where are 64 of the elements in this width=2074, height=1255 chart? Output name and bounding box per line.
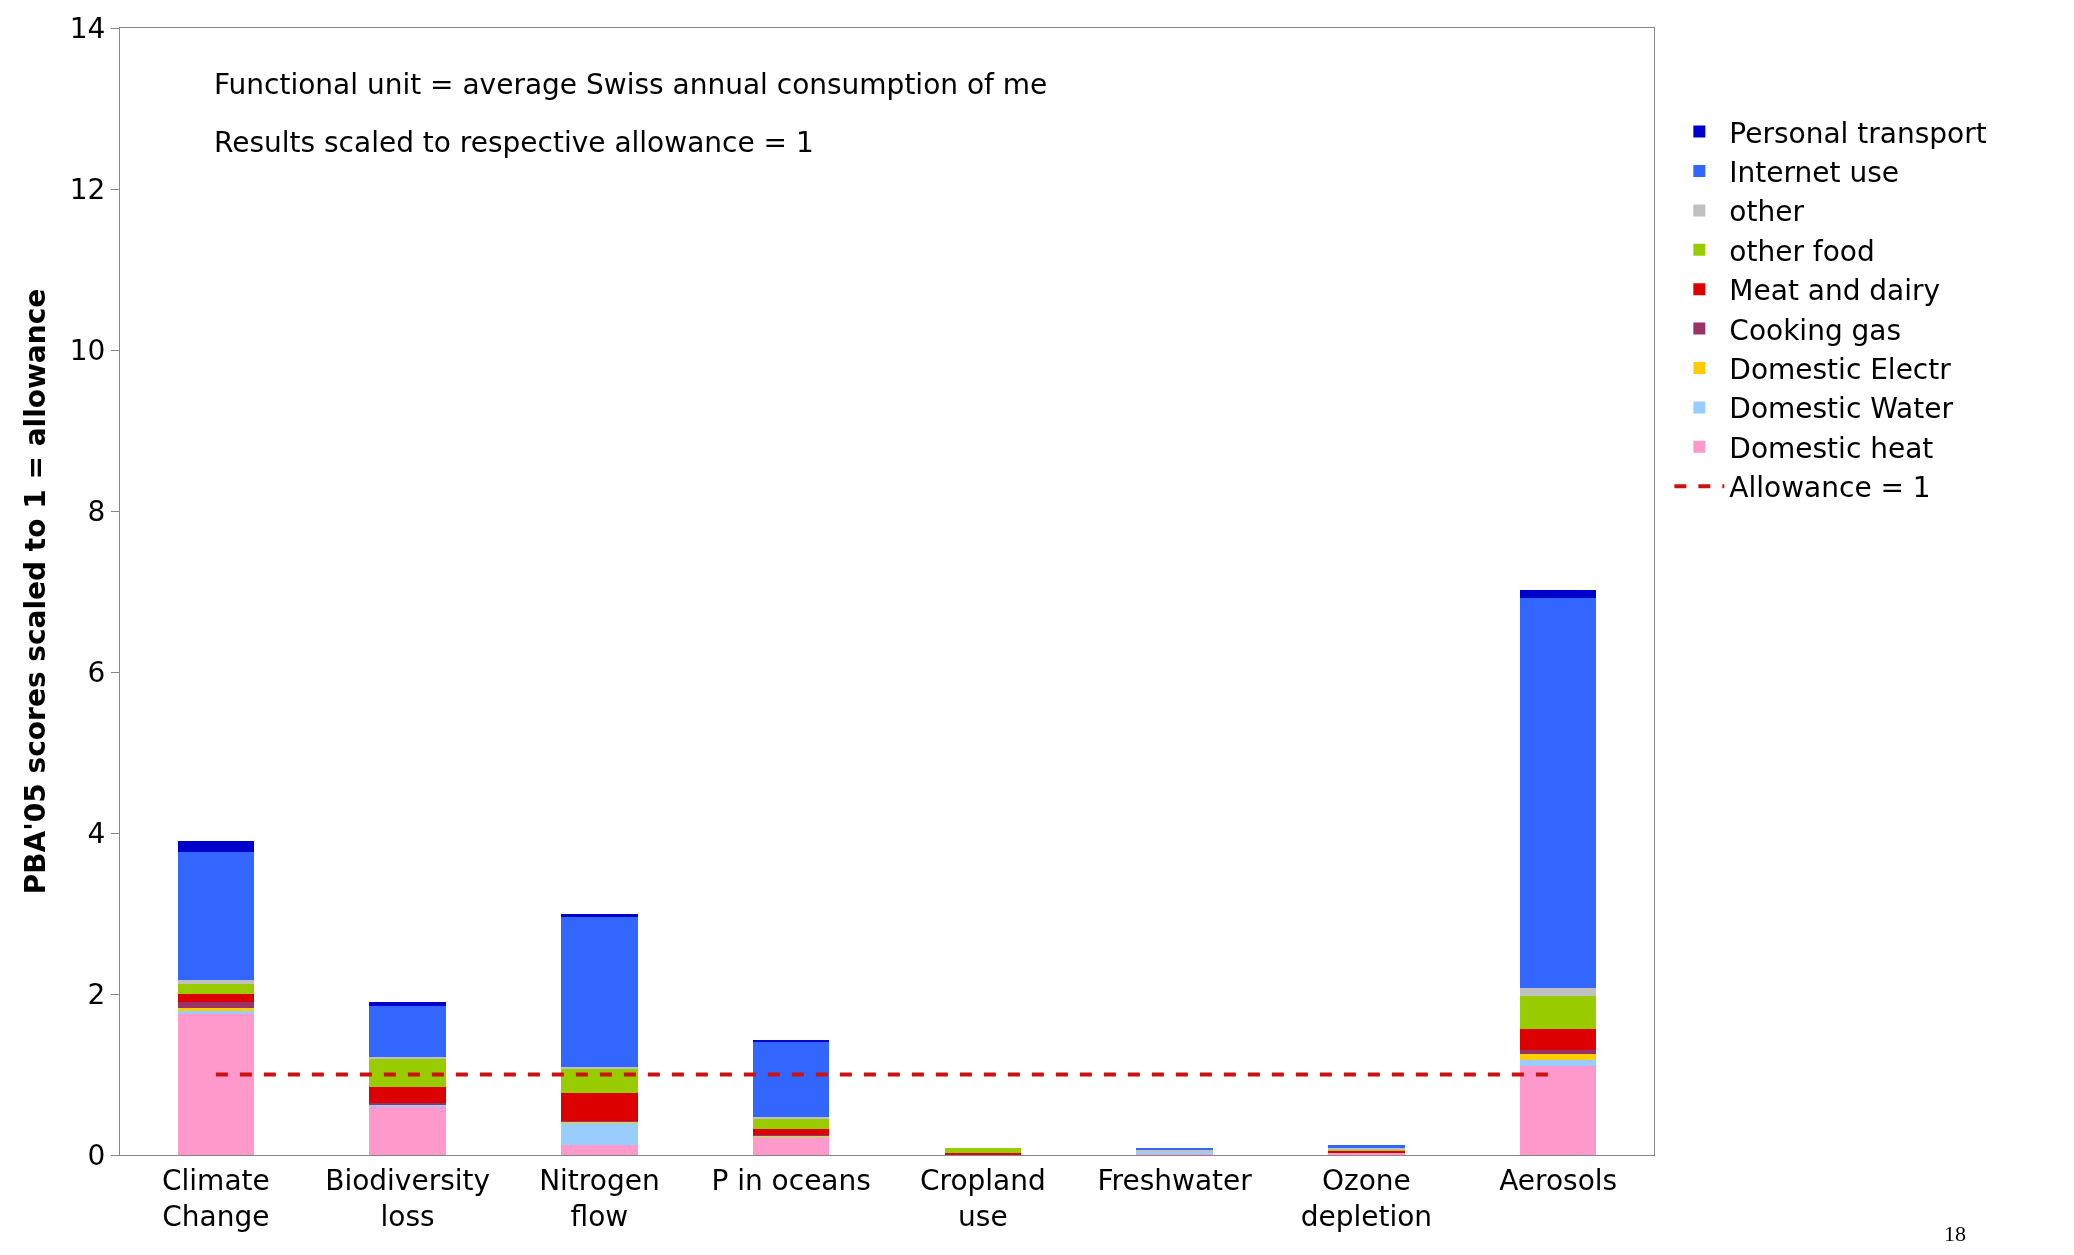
bar (752, 1137, 830, 1155)
bar (1519, 597, 1597, 989)
bar (944, 1147, 1022, 1153)
bar (561, 1122, 638, 1146)
bar (1519, 1060, 1597, 1067)
legend-label: Cooking gas (1729, 313, 1902, 347)
bar (752, 1042, 830, 1118)
bar (561, 916, 638, 1068)
legend-label: other (1729, 195, 1805, 229)
bar (369, 1006, 446, 1057)
bar (752, 1118, 830, 1130)
bar (177, 994, 255, 1003)
x-tick-label: Cropland use (919, 1163, 1046, 1233)
bar (1519, 1028, 1597, 1051)
annotation: Functional unit = average Swiss annual consumption of me (214, 68, 1048, 101)
legend-label: Personal transport (1729, 116, 1987, 150)
text: 18 (1944, 1221, 1966, 1246)
bar (561, 1093, 638, 1122)
bar (561, 1068, 638, 1094)
bar (369, 1106, 446, 1155)
legend-label: Domestic Water (1729, 392, 1954, 426)
y-tick-label: 10 (69, 333, 106, 367)
x-tick-label: Nitrogen flow (539, 1163, 660, 1233)
legend-label: Meat and dairy (1729, 274, 1941, 308)
bar (177, 980, 255, 985)
bar (369, 1058, 446, 1087)
y-tick-label: 0 (87, 1138, 106, 1172)
bar (177, 1002, 255, 1009)
bar (177, 984, 255, 994)
y-tick-label: 8 (87, 494, 106, 528)
y-axis-title: PBA'05 scores scaled to 1 = allowance (19, 288, 53, 895)
annotation: Results scaled to respective allowance = 1 (214, 126, 814, 159)
bar (1519, 988, 1597, 997)
bar (369, 1056, 446, 1059)
bar (1519, 1066, 1597, 1155)
x-tick-label: Ozone depletion (1300, 1163, 1433, 1233)
x-tick-label: Aerosols (1499, 1163, 1618, 1197)
legend-label: Internet use (1729, 155, 1899, 189)
x-tick-label: Freshwater (1097, 1163, 1253, 1197)
x-tick-label: Climate Change (162, 1163, 270, 1233)
bar (369, 1002, 446, 1007)
bar (369, 1086, 446, 1103)
bar (177, 841, 255, 852)
bar (1519, 1050, 1597, 1054)
x-tick-label: P in oceans (711, 1163, 871, 1197)
y-tick-label: 2 (87, 977, 106, 1011)
x-tick-label: Biodiversity loss (325, 1163, 491, 1233)
bar (1519, 1053, 1597, 1061)
bar (752, 1129, 830, 1135)
y-tick-label: 4 (87, 816, 106, 850)
bar (1519, 996, 1597, 1029)
bar (177, 1014, 255, 1155)
bar (561, 914, 638, 917)
legend-label: Domestic Electr (1729, 352, 1952, 386)
legend-label: Domestic heat (1729, 431, 1934, 465)
y-tick-label: 12 (69, 172, 106, 206)
bar (561, 1145, 638, 1155)
bar (177, 1008, 255, 1011)
legend-label: Allowance = 1 (1729, 471, 1931, 505)
bar (177, 851, 255, 981)
y-tick-label: 14 (69, 11, 106, 45)
bar (1519, 589, 1597, 598)
legend-label: other food (1729, 234, 1875, 268)
y-tick-label: 6 (87, 655, 106, 689)
